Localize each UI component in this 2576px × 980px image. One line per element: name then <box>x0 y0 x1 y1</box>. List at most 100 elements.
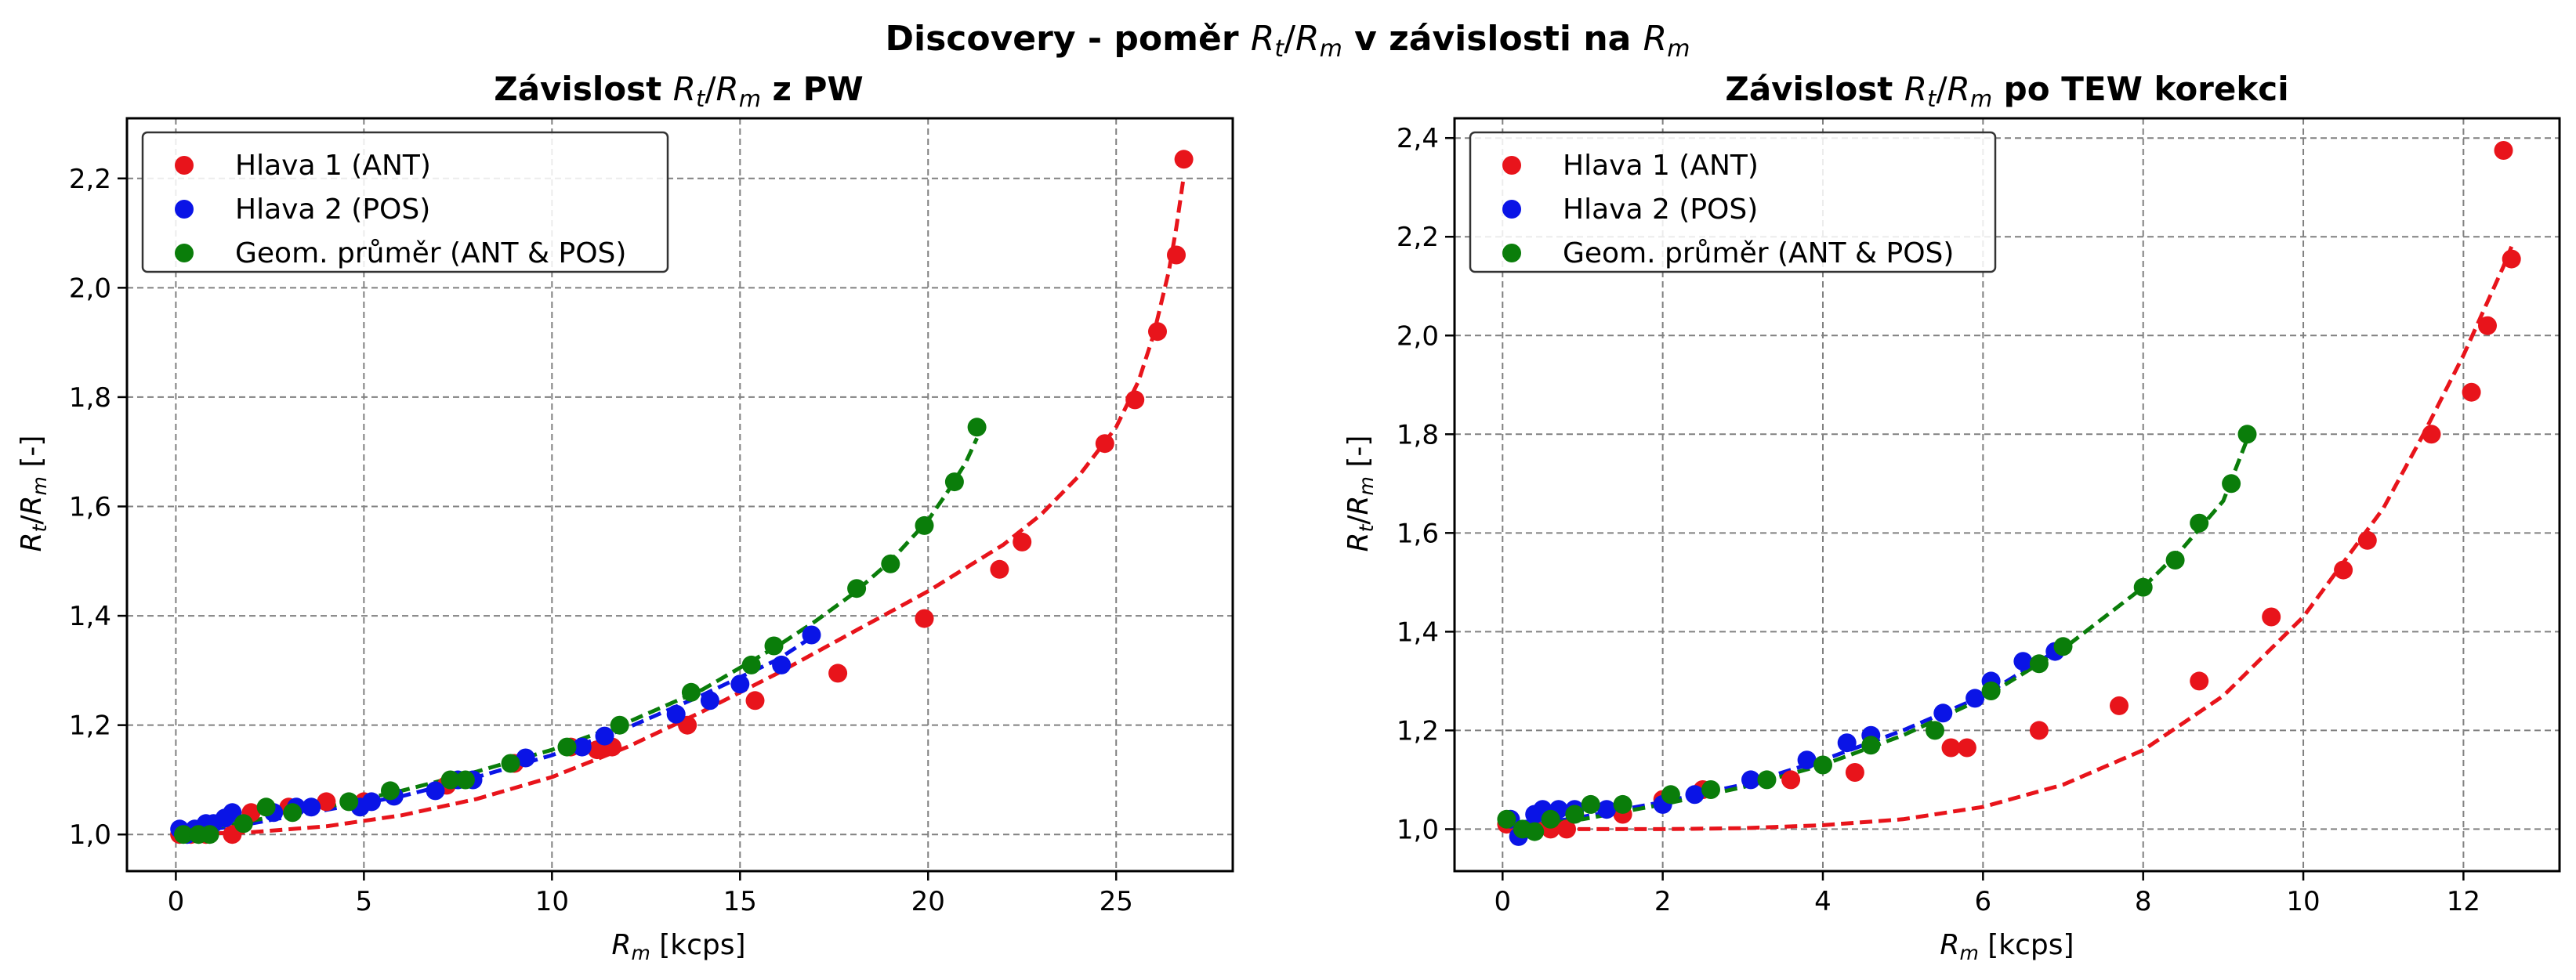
data-point <box>426 781 445 801</box>
data-point <box>745 691 765 711</box>
x-tick-label: 10 <box>2286 886 2320 917</box>
data-point <box>700 691 719 711</box>
data-point <box>1933 703 1953 723</box>
chart-panel-tew: Závislost Rt/Rm po TEW korekci Rm [kcps]… <box>1342 70 2561 964</box>
data-point <box>881 554 900 573</box>
x-axis-label: Rm [kcps] <box>611 929 745 964</box>
data-point <box>1174 150 1194 169</box>
y-tick-label: 1,0 <box>69 819 111 851</box>
chart-panel-pw: Závislost Rt/Rm z PW Rm [kcps] Rt/Rm [-]… <box>16 70 1234 964</box>
data-point <box>1597 800 1617 819</box>
data-point <box>1095 434 1114 454</box>
x-tick-label: 25 <box>1100 886 1133 917</box>
legend-entry: Hlava 1 (ANT) <box>1563 150 1759 182</box>
chart-title: Závislost Rt/Rm z PW <box>494 70 864 112</box>
legend-entry: Hlava 2 (POS) <box>235 193 430 226</box>
data-point <box>1497 809 1516 829</box>
legend: Hlava 1 (ANT) Hlava 2 (POS) Geom. průměr (… <box>141 131 669 273</box>
data-point <box>944 472 964 492</box>
data-point <box>915 609 934 628</box>
y-tick-label: 2,4 <box>1397 123 1439 154</box>
data-point <box>1957 738 1976 758</box>
data-point <box>2478 316 2497 335</box>
data-point <box>847 579 867 598</box>
legend-marker <box>1502 200 1521 219</box>
y-tick-label: 1,2 <box>69 711 111 742</box>
data-point <box>610 715 629 735</box>
data-point <box>828 664 848 683</box>
data-point <box>2013 652 2033 671</box>
x-tick-label: 6 <box>1975 886 1992 917</box>
x-tick-label: 0 <box>168 886 185 917</box>
data-point <box>2462 382 2481 402</box>
data-point <box>455 770 475 790</box>
x-tick-label: 8 <box>2135 886 2152 917</box>
data-point <box>1613 794 1632 814</box>
data-point <box>741 655 761 674</box>
data-point <box>317 792 336 812</box>
data-point <box>2029 721 2049 740</box>
data-point <box>501 754 520 773</box>
x-tick-label: 12 <box>2447 886 2480 917</box>
data-point <box>339 792 359 812</box>
y-tick-label: 2,0 <box>69 273 111 304</box>
data-point <box>595 726 614 746</box>
data-point <box>2110 696 2129 715</box>
x-tick-label: 10 <box>535 886 569 917</box>
data-point <box>1685 785 1705 805</box>
data-point <box>2262 607 2281 627</box>
data-point <box>283 803 303 823</box>
data-point <box>1781 770 1801 790</box>
data-point <box>681 682 701 702</box>
data-point <box>2494 141 2513 160</box>
axes-frame <box>125 117 1234 873</box>
legend-marker <box>1502 156 1521 175</box>
figure-suptitle: Discovery - poměr Rt/Rm v závislosti na … <box>886 19 1690 63</box>
data-point <box>2190 671 2209 691</box>
data-point <box>1837 733 1857 753</box>
data-point <box>302 797 321 817</box>
data-point <box>1757 770 1777 790</box>
y-tick-label: 1,4 <box>69 601 111 632</box>
data-point <box>764 636 784 656</box>
fit-curve <box>1502 645 2064 831</box>
data-point <box>2357 530 2377 550</box>
x-tick-label: 2 <box>1654 886 1672 917</box>
data-point <box>1565 805 1585 824</box>
data-point <box>2502 249 2521 269</box>
y-tick-label: 2,2 <box>69 164 111 195</box>
legend-box <box>1469 131 1997 273</box>
legend-box <box>141 131 669 273</box>
data-point <box>2133 577 2153 597</box>
data-point <box>2029 654 2049 674</box>
data-point <box>1701 780 1720 799</box>
data-point <box>1741 770 1760 790</box>
data-point <box>381 781 400 801</box>
data-point <box>1926 721 1944 740</box>
fit-curve <box>1502 245 2514 831</box>
data-point <box>234 814 253 834</box>
data-point <box>730 674 750 694</box>
x-axis-label: Rm [kcps] <box>1940 929 2074 964</box>
x-tick-label: 20 <box>911 886 945 917</box>
legend-entry: Geom. průměr (ANT & POS) <box>235 237 626 269</box>
data-point <box>1557 819 1576 839</box>
y-tick-label: 1,0 <box>1397 814 1439 845</box>
x-tick-label: 0 <box>1494 886 1511 917</box>
legend-entry: Geom. průměr (ANT & POS) <box>1563 237 1954 269</box>
data-point <box>1797 750 1817 770</box>
x-tick-label: 4 <box>1814 886 1831 917</box>
y-tick-label: 1,8 <box>69 382 111 414</box>
data-point <box>1581 794 1600 814</box>
data-point <box>2334 560 2353 580</box>
legend: Hlava 1 (ANT) Hlava 2 (POS) Geom. průměr (… <box>1469 131 1997 273</box>
legend-entry: Hlava 2 (POS) <box>1563 193 1758 226</box>
data-point <box>2165 551 2185 570</box>
data-point <box>2053 637 2073 656</box>
y-tick-label: 2,0 <box>1397 320 1439 352</box>
legend-marker <box>175 244 194 262</box>
data-point <box>1013 532 1032 551</box>
data-point <box>557 737 577 757</box>
y-tick-label: 1,6 <box>69 492 111 523</box>
data-point <box>802 625 821 645</box>
